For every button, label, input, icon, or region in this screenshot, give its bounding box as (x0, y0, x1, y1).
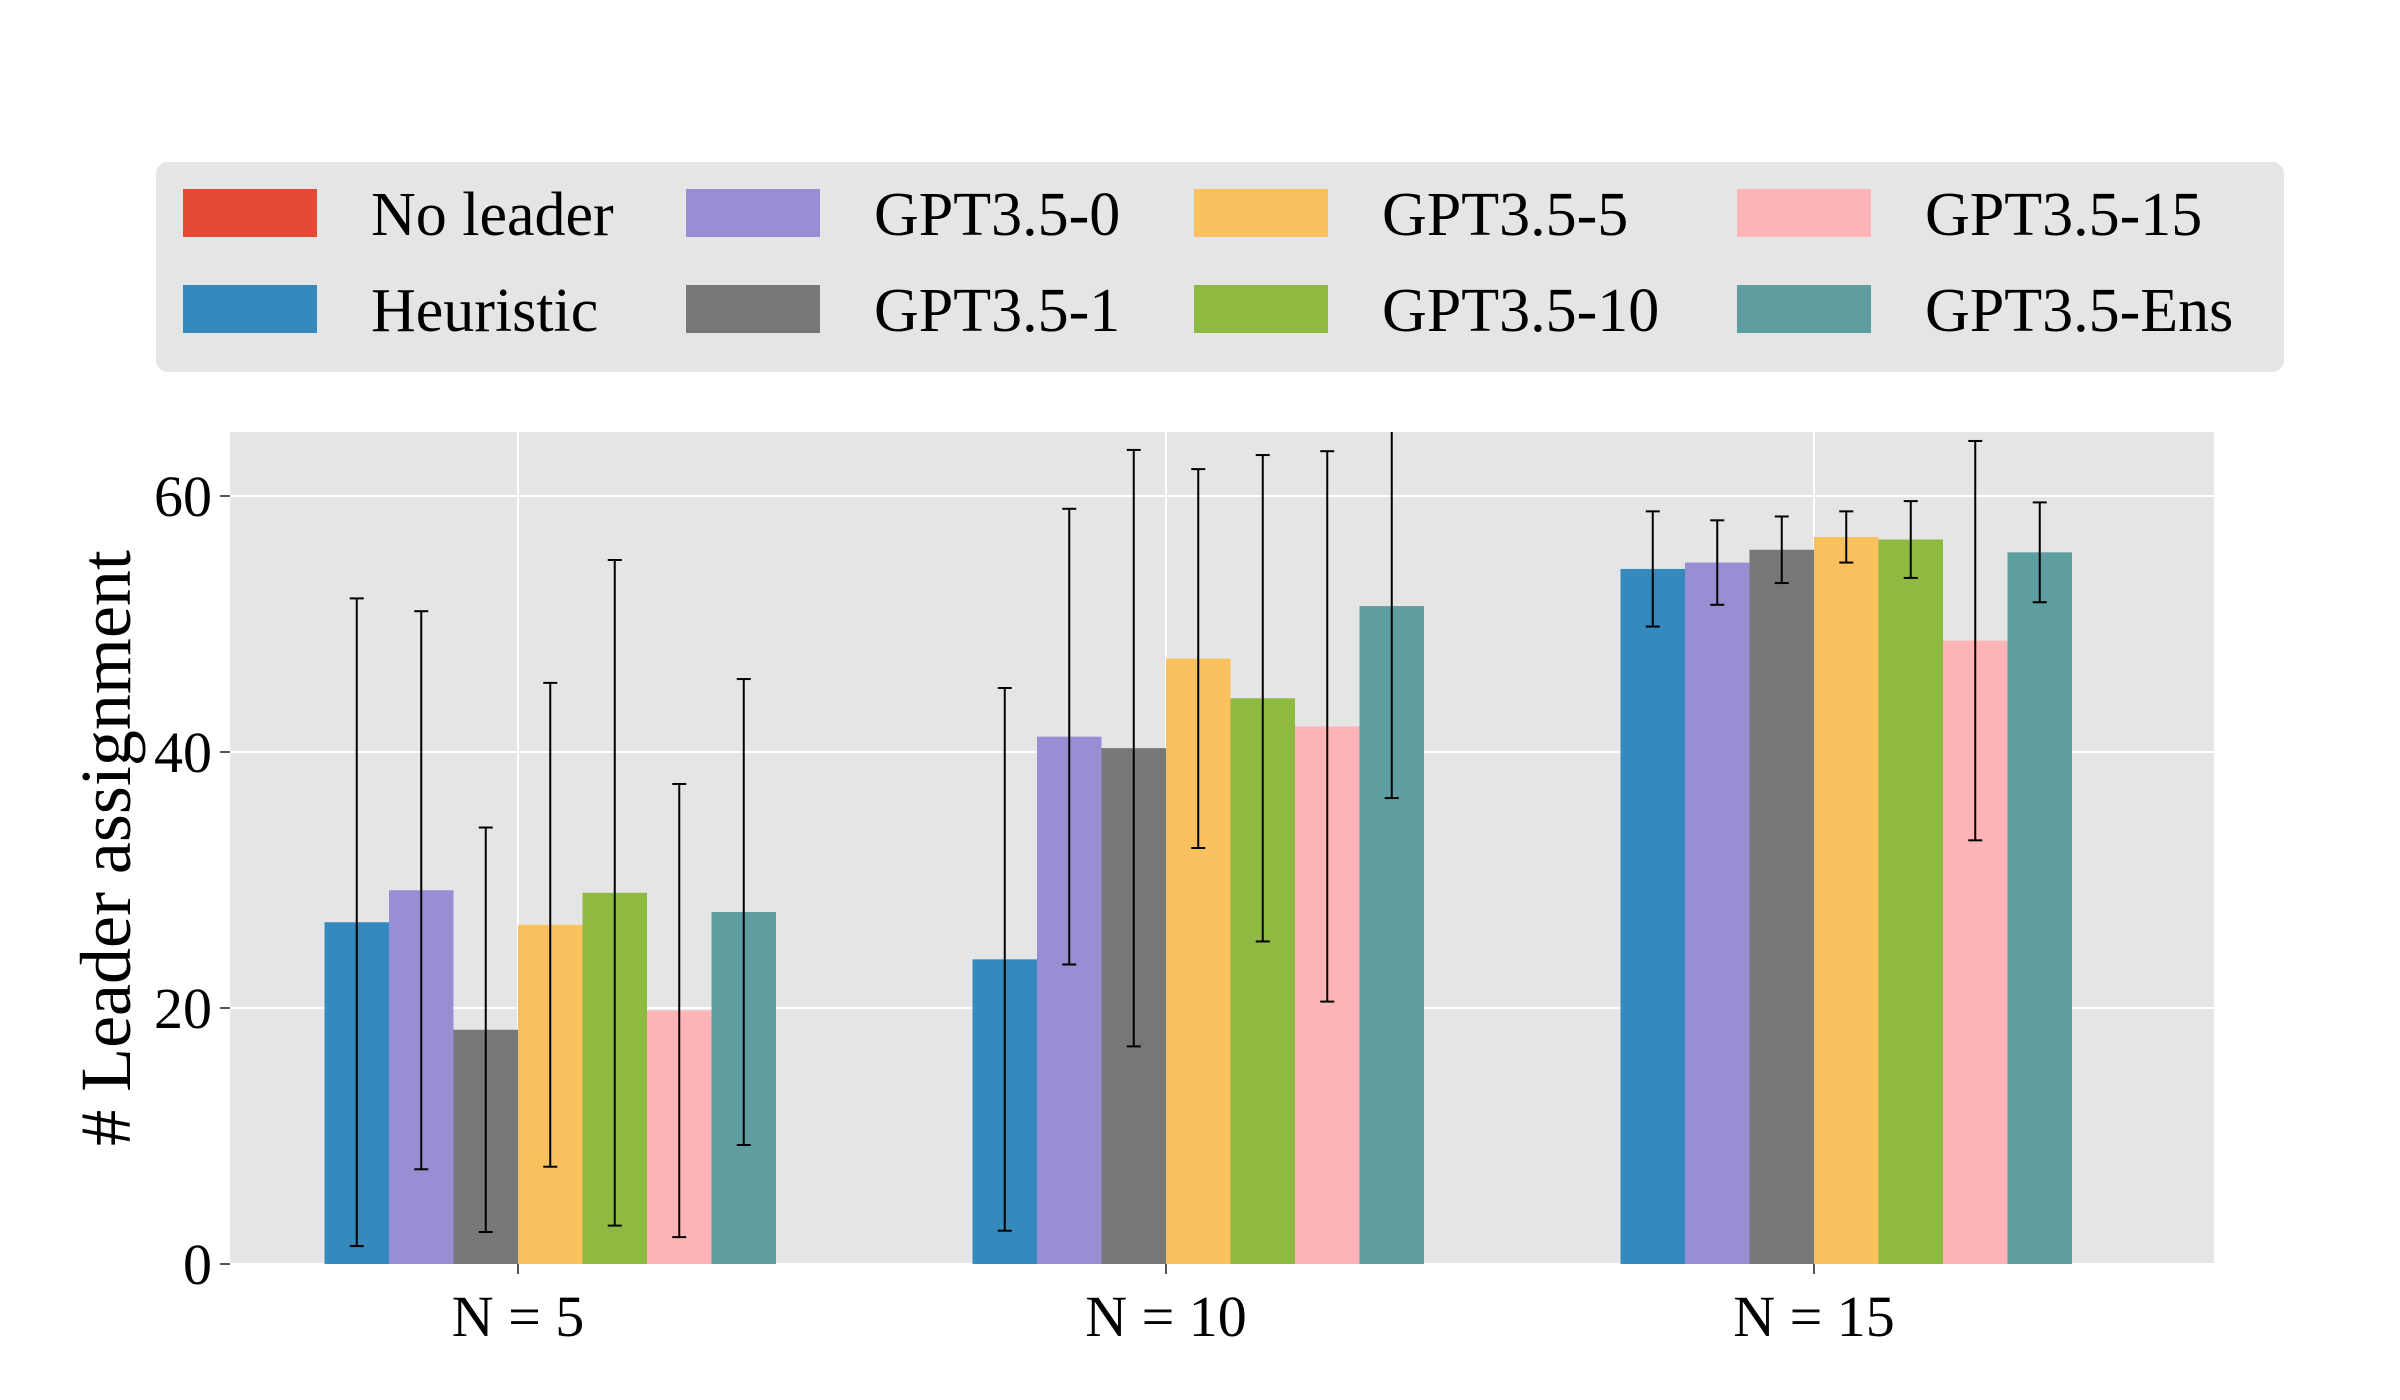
error-bar (478, 826, 493, 1233)
error-bar (1968, 439, 1983, 842)
legend-swatch (686, 285, 820, 333)
error-bar (414, 610, 429, 1171)
legend-item: GPT3.5-15 (1737, 181, 2202, 249)
x-tick-label: N = 10 (1085, 1284, 1247, 1349)
error-bar (349, 597, 364, 1248)
legend-item: No leader (183, 181, 614, 249)
error-bar (672, 783, 687, 1239)
error-bar (1062, 507, 1077, 966)
x-tick-label: N = 15 (1733, 1284, 1895, 1349)
y-axis-label: # Leader assignment (66, 550, 146, 1146)
error-bar (1774, 515, 1789, 585)
error-bar (1255, 454, 1270, 943)
legend-swatch (183, 285, 317, 333)
bar-heuristic (1620, 568, 1685, 1264)
error-bar (736, 678, 751, 1146)
error-bar (2032, 501, 2047, 604)
bar-gpt3-5-5 (1814, 536, 1879, 1264)
bar-gpt3-5-ens (2007, 552, 2072, 1264)
legend-label: GPT3.5-15 (1925, 181, 2202, 249)
legend-label: GPT3.5-Ens (1925, 277, 2233, 345)
legend-item: GPT3.5-Ens (1737, 277, 2233, 345)
error-bar (1384, 432, 1399, 800)
legend-swatch (1194, 285, 1328, 333)
error-bar (1903, 500, 1918, 579)
bars (324, 536, 2072, 1264)
y-tick-label: 60 (154, 464, 212, 529)
error-bar (1645, 510, 1660, 628)
legend-item: GPT3.5-5 (1194, 181, 1628, 249)
legend-label: Heuristic (371, 277, 598, 345)
y-tick-label: 20 (154, 976, 212, 1041)
legend-item: Heuristic (183, 277, 598, 345)
legend-label: GPT3.5-5 (1382, 181, 1628, 249)
error-bar (1126, 448, 1141, 1048)
legend-label: GPT3.5-1 (874, 277, 1120, 345)
error-bar (1191, 468, 1206, 849)
legend-item: GPT3.5-0 (686, 181, 1120, 249)
legend-item: GPT3.5-1 (686, 277, 1120, 345)
bar-gpt3-5-0 (1685, 562, 1750, 1264)
legend-label: GPT3.5-10 (1382, 277, 1659, 345)
legend-label: GPT3.5-0 (874, 181, 1120, 249)
error-bar (543, 681, 558, 1168)
error-bar (997, 687, 1012, 1232)
y-tick-label: 0 (183, 1232, 212, 1297)
error-bar (1710, 519, 1725, 606)
legend-swatch (1737, 285, 1871, 333)
legend-label: No leader (371, 181, 614, 249)
legend-item: GPT3.5-10 (1194, 277, 1659, 345)
error-bar (1839, 510, 1854, 564)
legend-swatch (1194, 189, 1328, 237)
legend: No leader Heuristic GPT3.5-0 GPT3.5-1 GPT3.5… (183, 181, 2233, 345)
error-bar (607, 559, 622, 1227)
bar-gpt3-5-10 (1878, 539, 1943, 1264)
legend-swatch (686, 189, 820, 237)
error-bars (349, 432, 2047, 1248)
error-bar (1320, 450, 1335, 1003)
legend-swatch (1737, 189, 1871, 237)
bar-gpt3-5-1 (1749, 549, 1814, 1264)
x-tick-label: N = 5 (452, 1284, 585, 1349)
legend-swatch (183, 189, 317, 237)
y-tick-label: 40 (154, 720, 212, 785)
axes: 0 20 40 60 N = 5 N = 10 N = 15 (154, 464, 1895, 1349)
